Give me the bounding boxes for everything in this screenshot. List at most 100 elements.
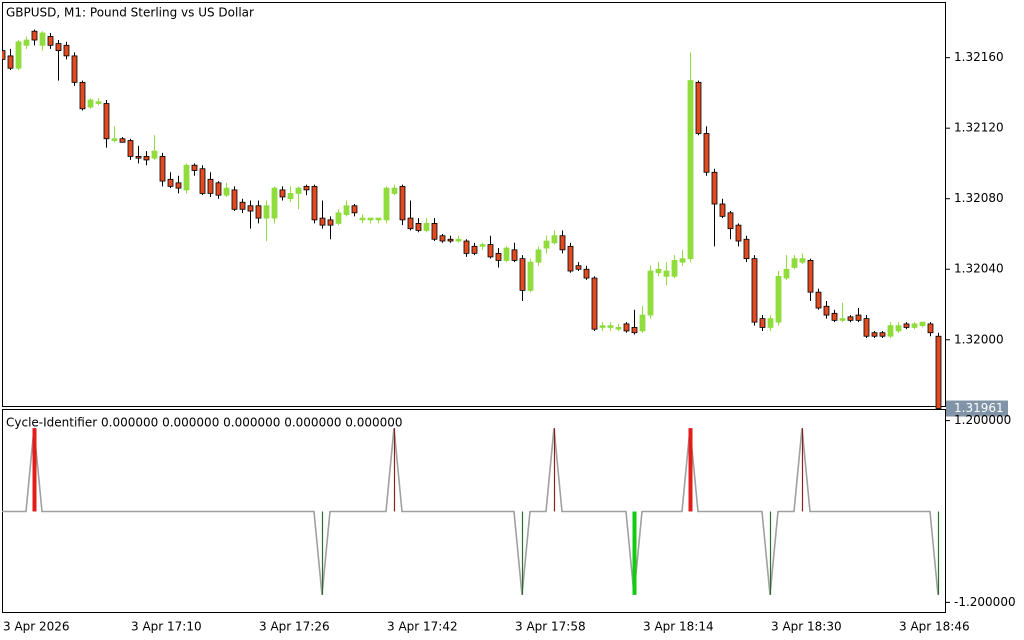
candle-body: [759, 318, 766, 328]
y-tick-label: 1.32080: [954, 191, 1004, 205]
candle-body: [783, 268, 790, 279]
candle-body: [439, 235, 446, 242]
candle-body: [543, 240, 550, 249]
candle-body: [111, 138, 118, 141]
candle-body: [615, 327, 622, 330]
last-price-label: 1.31961: [954, 401, 1004, 415]
candle-body: [663, 270, 670, 277]
candle-body: [607, 325, 614, 328]
candle-body: [567, 245, 574, 272]
candle-body: [431, 222, 438, 240]
candle-body: [591, 277, 598, 330]
candle-body: [815, 291, 822, 309]
candle-body: [767, 318, 774, 328]
candle-body: [487, 244, 494, 258]
candle-body: [71, 55, 78, 83]
y-tick-label: 1.32000: [954, 332, 1004, 346]
candle-body: [199, 168, 206, 194]
candle-body: [639, 314, 646, 332]
candle-body: [463, 240, 470, 254]
candle-body: [63, 44, 70, 57]
price-plot: [2, 29, 942, 409]
candle-body: [143, 155, 150, 161]
candle-body: [303, 185, 310, 191]
candle-body: [479, 244, 486, 247]
candle-body: [895, 325, 902, 332]
candle-body: [191, 164, 198, 171]
candle-body: [311, 185, 318, 221]
candle-body: [335, 212, 342, 224]
candle-body: [223, 187, 230, 196]
y-tick-label: 1.32040: [954, 262, 1004, 276]
candle-body: [287, 193, 294, 200]
candle-body: [359, 217, 366, 221]
candle-body: [751, 258, 758, 323]
candle-body: [175, 182, 182, 189]
chart-title: GBPUSD, M1: Pound Sterling vs US Dollar: [6, 6, 254, 20]
candle-body: [383, 187, 390, 221]
candle-body: [15, 41, 22, 69]
candle-body: [583, 268, 590, 279]
candle-body: [231, 189, 238, 210]
candle-body: [319, 217, 326, 226]
candle-body: [135, 155, 142, 159]
candle-body: [95, 101, 102, 104]
candle-body: [39, 32, 46, 46]
candle-body: [215, 182, 222, 196]
candle-body: [471, 245, 478, 254]
candle-body: [807, 260, 814, 293]
candle-body: [935, 335, 942, 409]
x-tick-label: 3 Apr 17:58: [515, 620, 586, 634]
candle-body: [207, 178, 214, 194]
candle-body: [183, 164, 190, 191]
candle-body: [255, 205, 262, 219]
candle-body: [727, 212, 734, 230]
candle-body: [7, 55, 14, 69]
candle-body: [151, 150, 158, 159]
candle-body: [703, 133, 710, 173]
candle-body: [559, 235, 566, 251]
candle-body: [775, 275, 782, 323]
x-tick-label: 3 Apr 17:42: [387, 620, 458, 634]
candle-body: [447, 238, 454, 242]
candle-body: [679, 258, 686, 263]
candle-body: [887, 325, 894, 337]
candle-body: [279, 189, 286, 198]
candle-body: [295, 187, 302, 194]
candle-body: [399, 185, 406, 221]
candle-body: [23, 39, 30, 46]
candle-body: [263, 205, 270, 219]
candle-body: [103, 103, 110, 140]
candle-body: [351, 205, 358, 214]
candle-body: [503, 247, 510, 261]
candle-body: [415, 222, 422, 231]
candle-body: [719, 203, 726, 217]
candle-body: [343, 205, 350, 215]
candle-body: [271, 187, 278, 219]
candle-body: [391, 187, 398, 194]
candle-body: [327, 219, 334, 226]
candle-body: [119, 138, 126, 143]
candle-body: [879, 332, 886, 337]
candle-body: [839, 318, 846, 321]
candle-body: [167, 178, 174, 187]
candle-body: [735, 224, 742, 242]
candle-body: [599, 325, 606, 328]
candle-body: [695, 81, 702, 134]
x-tick-label: 3 Apr 17:26: [259, 620, 330, 634]
x-tick-label: 3 Apr 2026: [3, 620, 70, 634]
main-panel: [2, 2, 946, 407]
candle-body: [687, 80, 694, 260]
candle-body: [743, 238, 750, 260]
candle-body: [511, 249, 518, 261]
y-tick-label: 1.32160: [954, 50, 1004, 64]
candle-body: [527, 261, 534, 291]
candle-body: [79, 81, 86, 110]
candle-body: [375, 217, 382, 221]
candle-body: [623, 323, 630, 332]
candle-body: [671, 260, 678, 277]
candle-body: [871, 332, 878, 337]
candle-body: [575, 265, 582, 270]
axes: 1.32000 1.32040 1.32080 1.32120 1.32160 3 Apr…: [3, 50, 1016, 633]
